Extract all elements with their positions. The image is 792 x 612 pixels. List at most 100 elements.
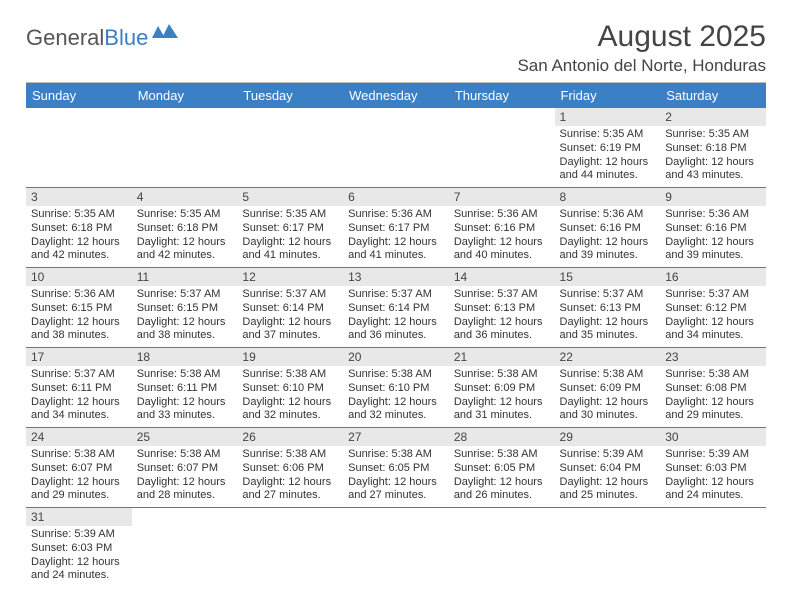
day-number: 12	[237, 268, 343, 286]
calendar-cell	[343, 508, 449, 588]
day-number: 1	[555, 108, 661, 126]
day-number: 11	[132, 268, 238, 286]
day-details: Sunrise: 5:38 AMSunset: 6:08 PMDaylight:…	[660, 366, 766, 427]
calendar-cell: 20Sunrise: 5:38 AMSunset: 6:10 PMDayligh…	[343, 348, 449, 428]
day-number: 6	[343, 188, 449, 206]
calendar-cell: 7Sunrise: 5:36 AMSunset: 6:16 PMDaylight…	[449, 188, 555, 268]
weekday-header: Thursday	[449, 83, 555, 108]
day-details: Sunrise: 5:37 AMSunset: 6:13 PMDaylight:…	[449, 286, 555, 347]
calendar-row: 3Sunrise: 5:35 AMSunset: 6:18 PMDaylight…	[26, 188, 766, 268]
calendar-cell	[555, 508, 661, 588]
calendar-cell: 5Sunrise: 5:35 AMSunset: 6:17 PMDaylight…	[237, 188, 343, 268]
calendar-cell: 27Sunrise: 5:38 AMSunset: 6:05 PMDayligh…	[343, 428, 449, 508]
day-number: 31	[26, 508, 132, 526]
calendar-row: 24Sunrise: 5:38 AMSunset: 6:07 PMDayligh…	[26, 428, 766, 508]
day-details: Sunrise: 5:36 AMSunset: 6:17 PMDaylight:…	[343, 206, 449, 267]
calendar-cell: 18Sunrise: 5:38 AMSunset: 6:11 PMDayligh…	[132, 348, 238, 428]
calendar-cell: 30Sunrise: 5:39 AMSunset: 6:03 PMDayligh…	[660, 428, 766, 508]
calendar-cell: 8Sunrise: 5:36 AMSunset: 6:16 PMDaylight…	[555, 188, 661, 268]
day-details: Sunrise: 5:36 AMSunset: 6:16 PMDaylight:…	[449, 206, 555, 267]
calendar-cell: 9Sunrise: 5:36 AMSunset: 6:16 PMDaylight…	[660, 188, 766, 268]
day-number: 8	[555, 188, 661, 206]
calendar-cell: 25Sunrise: 5:38 AMSunset: 6:07 PMDayligh…	[132, 428, 238, 508]
day-details: Sunrise: 5:38 AMSunset: 6:05 PMDaylight:…	[449, 446, 555, 507]
weekday-header: Wednesday	[343, 83, 449, 108]
calendar-table: Sunday Monday Tuesday Wednesday Thursday…	[26, 83, 766, 587]
calendar-cell	[237, 508, 343, 588]
calendar-cell	[449, 508, 555, 588]
calendar-cell: 11Sunrise: 5:37 AMSunset: 6:15 PMDayligh…	[132, 268, 238, 348]
day-details: Sunrise: 5:38 AMSunset: 6:07 PMDaylight:…	[26, 446, 132, 507]
calendar-row: 10Sunrise: 5:36 AMSunset: 6:15 PMDayligh…	[26, 268, 766, 348]
calendar-cell: 12Sunrise: 5:37 AMSunset: 6:14 PMDayligh…	[237, 268, 343, 348]
calendar-cell: 28Sunrise: 5:38 AMSunset: 6:05 PMDayligh…	[449, 428, 555, 508]
weekday-header-row: Sunday Monday Tuesday Wednesday Thursday…	[26, 83, 766, 108]
calendar-cell	[132, 108, 238, 188]
day-details: Sunrise: 5:36 AMSunset: 6:16 PMDaylight:…	[660, 206, 766, 267]
day-number: 9	[660, 188, 766, 206]
day-number: 18	[132, 348, 238, 366]
day-number: 2	[660, 108, 766, 126]
calendar-cell: 19Sunrise: 5:38 AMSunset: 6:10 PMDayligh…	[237, 348, 343, 428]
day-number: 5	[237, 188, 343, 206]
day-number: 13	[343, 268, 449, 286]
day-details: Sunrise: 5:36 AMSunset: 6:15 PMDaylight:…	[26, 286, 132, 347]
day-number: 10	[26, 268, 132, 286]
calendar-cell	[343, 108, 449, 188]
day-details: Sunrise: 5:35 AMSunset: 6:18 PMDaylight:…	[132, 206, 238, 267]
calendar-cell: 29Sunrise: 5:39 AMSunset: 6:04 PMDayligh…	[555, 428, 661, 508]
location: San Antonio del Norte, Honduras	[517, 56, 766, 76]
day-number: 30	[660, 428, 766, 446]
day-details: Sunrise: 5:37 AMSunset: 6:12 PMDaylight:…	[660, 286, 766, 347]
calendar-cell: 1Sunrise: 5:35 AMSunset: 6:19 PMDaylight…	[555, 108, 661, 188]
calendar-cell	[26, 108, 132, 188]
calendar-cell	[132, 508, 238, 588]
day-number: 20	[343, 348, 449, 366]
weekday-header: Friday	[555, 83, 661, 108]
day-details: Sunrise: 5:36 AMSunset: 6:16 PMDaylight:…	[555, 206, 661, 267]
day-details: Sunrise: 5:35 AMSunset: 6:19 PMDaylight:…	[555, 126, 661, 187]
calendar-cell	[660, 508, 766, 588]
day-details: Sunrise: 5:39 AMSunset: 6:04 PMDaylight:…	[555, 446, 661, 507]
day-details: Sunrise: 5:39 AMSunset: 6:03 PMDaylight:…	[660, 446, 766, 507]
day-number: 4	[132, 188, 238, 206]
calendar-cell: 16Sunrise: 5:37 AMSunset: 6:12 PMDayligh…	[660, 268, 766, 348]
day-number: 24	[26, 428, 132, 446]
day-number: 3	[26, 188, 132, 206]
calendar-cell	[449, 108, 555, 188]
day-details: Sunrise: 5:38 AMSunset: 6:05 PMDaylight:…	[343, 446, 449, 507]
calendar-cell: 2Sunrise: 5:35 AMSunset: 6:18 PMDaylight…	[660, 108, 766, 188]
day-details: Sunrise: 5:38 AMSunset: 6:06 PMDaylight:…	[237, 446, 343, 507]
day-number: 19	[237, 348, 343, 366]
day-number: 26	[237, 428, 343, 446]
weekday-header: Sunday	[26, 83, 132, 108]
calendar-cell: 14Sunrise: 5:37 AMSunset: 6:13 PMDayligh…	[449, 268, 555, 348]
day-number: 21	[449, 348, 555, 366]
calendar-cell: 4Sunrise: 5:35 AMSunset: 6:18 PMDaylight…	[132, 188, 238, 268]
day-number: 28	[449, 428, 555, 446]
calendar-cell: 3Sunrise: 5:35 AMSunset: 6:18 PMDaylight…	[26, 188, 132, 268]
calendar-cell	[237, 108, 343, 188]
day-details: Sunrise: 5:38 AMSunset: 6:10 PMDaylight:…	[237, 366, 343, 427]
logo: GeneralBlue	[26, 24, 178, 52]
weekday-header: Tuesday	[237, 83, 343, 108]
day-details: Sunrise: 5:35 AMSunset: 6:18 PMDaylight:…	[26, 206, 132, 267]
calendar-cell: 6Sunrise: 5:36 AMSunset: 6:17 PMDaylight…	[343, 188, 449, 268]
calendar-row: 17Sunrise: 5:37 AMSunset: 6:11 PMDayligh…	[26, 348, 766, 428]
calendar-cell: 31Sunrise: 5:39 AMSunset: 6:03 PMDayligh…	[26, 508, 132, 588]
day-details: Sunrise: 5:37 AMSunset: 6:11 PMDaylight:…	[26, 366, 132, 427]
calendar-cell: 26Sunrise: 5:38 AMSunset: 6:06 PMDayligh…	[237, 428, 343, 508]
day-details: Sunrise: 5:35 AMSunset: 6:17 PMDaylight:…	[237, 206, 343, 267]
day-details: Sunrise: 5:37 AMSunset: 6:14 PMDaylight:…	[343, 286, 449, 347]
day-number: 25	[132, 428, 238, 446]
day-number: 16	[660, 268, 766, 286]
day-number: 7	[449, 188, 555, 206]
day-details: Sunrise: 5:38 AMSunset: 6:11 PMDaylight:…	[132, 366, 238, 427]
day-details: Sunrise: 5:38 AMSunset: 6:09 PMDaylight:…	[449, 366, 555, 427]
logo-text-1: General	[26, 25, 104, 51]
day-number: 15	[555, 268, 661, 286]
calendar-cell: 17Sunrise: 5:37 AMSunset: 6:11 PMDayligh…	[26, 348, 132, 428]
day-details: Sunrise: 5:37 AMSunset: 6:15 PMDaylight:…	[132, 286, 238, 347]
calendar-row: 31Sunrise: 5:39 AMSunset: 6:03 PMDayligh…	[26, 508, 766, 588]
title-block: August 2025 San Antonio del Norte, Hondu…	[517, 20, 766, 76]
